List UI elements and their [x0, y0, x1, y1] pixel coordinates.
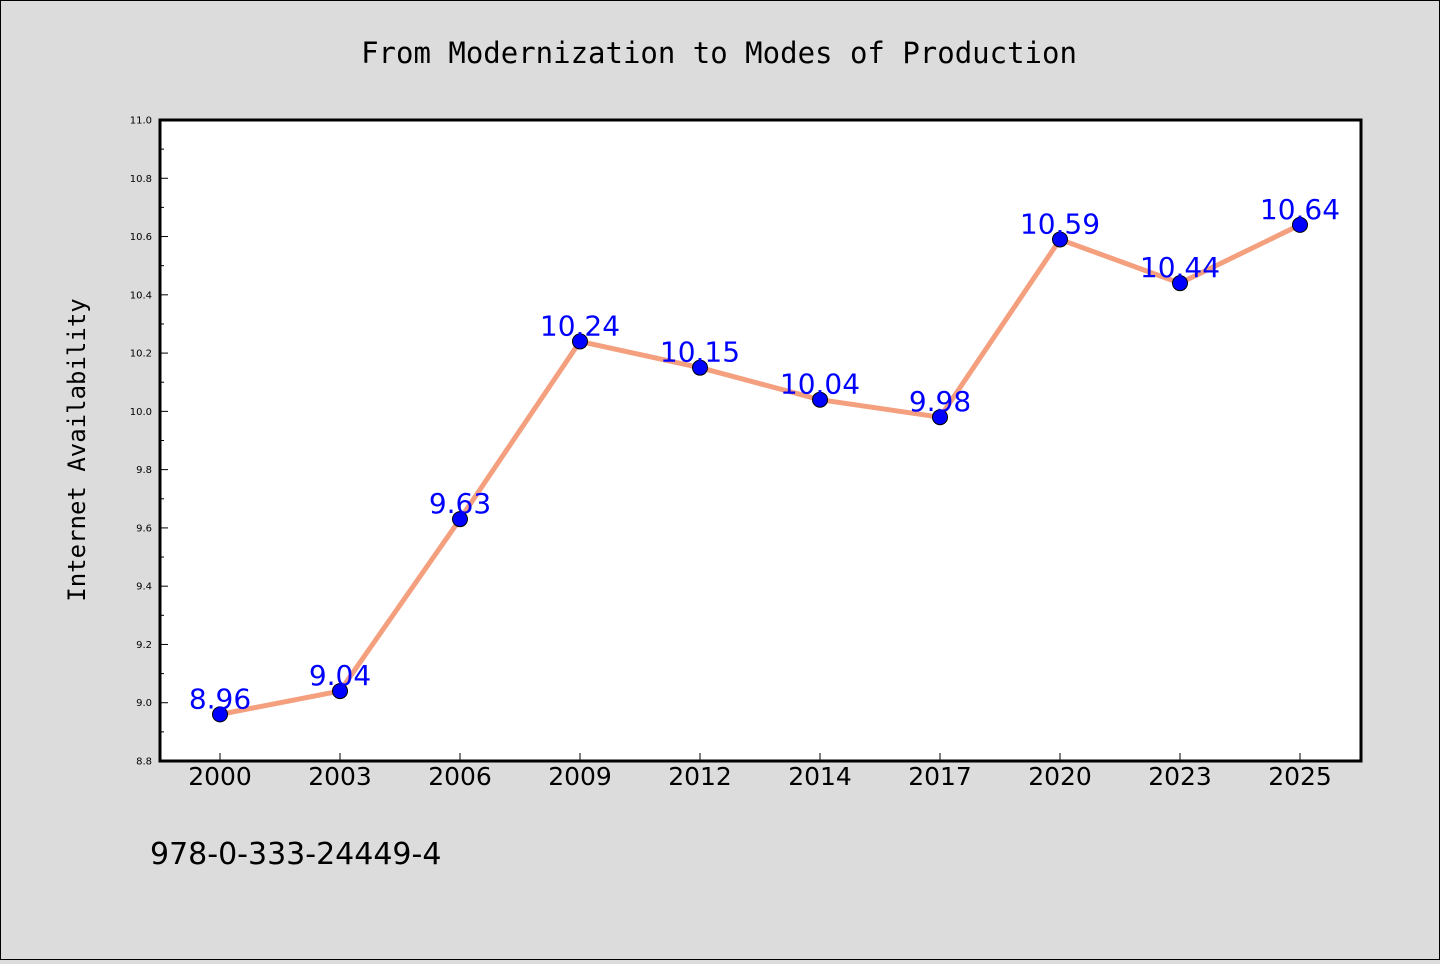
y-tick-label-0: 8.8	[136, 757, 152, 768]
data-label-4: 10.15	[660, 336, 740, 369]
data-label-8: 10.44	[1140, 251, 1220, 284]
isbn-text: 978-0-333-24449-4	[150, 837, 441, 872]
y-tick-label-5: 9.8	[136, 465, 152, 476]
data-label-6: 9.98	[909, 385, 971, 418]
y-tick-label-3: 9.4	[136, 582, 152, 593]
y-tick-label-1: 9.0	[136, 698, 152, 709]
x-tick-label-8: 2023	[1148, 762, 1212, 791]
x-tick-label-1: 2003	[308, 762, 372, 791]
data-label-1: 9.04	[309, 659, 371, 692]
data-label-9: 10.64	[1260, 193, 1340, 226]
series-line-0	[217, 222, 1303, 717]
data-label-7: 10.59	[1020, 207, 1100, 240]
data-point-8	[1172, 275, 1188, 292]
data-point-0	[212, 706, 228, 723]
data-label-5: 10.04	[780, 368, 860, 401]
y-tick-label-10: 10.8	[130, 174, 152, 185]
data-point-9	[1292, 216, 1308, 233]
x-tick-label-7: 2020	[1028, 762, 1092, 791]
x-tick-label-6: 2017	[908, 762, 972, 791]
data-label-0: 8.96	[189, 682, 251, 715]
data-point-3	[572, 333, 588, 350]
y-tick-label-9: 10.6	[130, 232, 152, 243]
data-point-4	[692, 359, 708, 376]
plot-area	[160, 120, 1361, 761]
data-label-3: 10.24	[540, 309, 620, 342]
data-point-2	[452, 511, 468, 528]
y-tick-label-8: 10.4	[130, 290, 152, 301]
data-point-5	[812, 391, 828, 408]
x-tick-label-0: 2000	[188, 762, 252, 791]
y-tick-label-2: 9.2	[136, 640, 152, 651]
y-tick-label-7: 10.2	[130, 349, 152, 360]
y-tick-label-11: 11.0	[130, 116, 152, 127]
data-point-7	[1052, 231, 1068, 248]
data-point-1	[332, 683, 348, 700]
data-label-2: 9.63	[429, 487, 491, 520]
x-tick-label-2: 2006	[428, 762, 492, 791]
y-axis-label: Internet Availability	[63, 298, 91, 601]
x-axis-ticks: 2000 2003 2006 2009 2012 2014 2017 2020 2023 2025	[188, 753, 1332, 791]
data-point-6	[932, 409, 948, 426]
x-tick-label-4: 2012	[668, 762, 732, 791]
x-tick-label-3: 2009	[548, 762, 612, 791]
series-layer: 8.96 9.04 9.63 10.24 10.15 10.04 9.98 10.59 10.4…	[189, 193, 1340, 723]
plot-frame	[158, 118, 1363, 763]
x-tick-label-9: 2025	[1268, 762, 1332, 791]
y-tick-label-6: 10.0	[130, 407, 152, 418]
chart-title: From Modernization to Modes of Productio…	[361, 36, 1077, 70]
x-tick-label-5: 2014	[788, 762, 852, 791]
y-tick-label-4: 9.6	[136, 523, 152, 534]
